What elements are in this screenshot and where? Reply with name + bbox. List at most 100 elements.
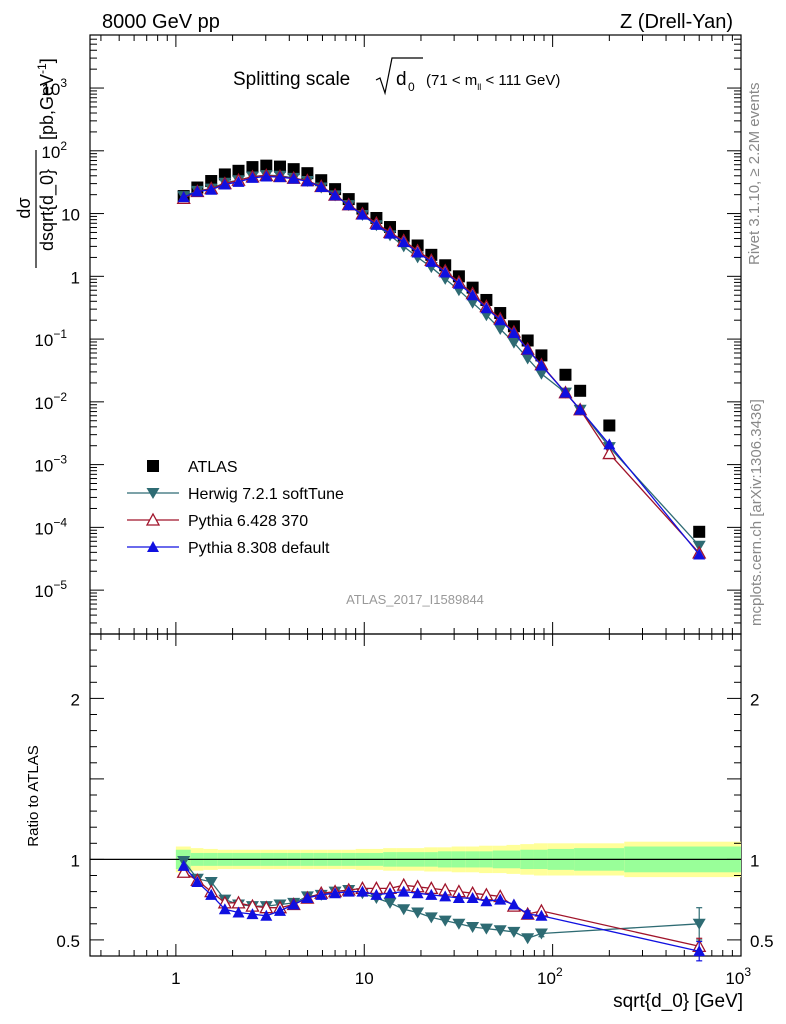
ratio-data-point xyxy=(177,859,190,871)
main-ylabel: dσ dsqrt{d_0} [pb,GeV-1] xyxy=(14,58,58,268)
y-tick-label-base: 10 xyxy=(41,143,60,162)
y-tick-label-base: 10 xyxy=(34,394,53,413)
ratio-data-point xyxy=(191,875,204,887)
ratio-data-point xyxy=(411,887,424,899)
ratio-data-point xyxy=(383,897,397,909)
sqrt-sign-icon xyxy=(375,57,423,96)
main-data-point xyxy=(218,178,231,190)
main-data-point xyxy=(356,208,369,220)
legend-label: Herwig 7.2.1 softTune xyxy=(188,486,344,503)
axis-ticks: 1 10 102 10310310210110−110−210−310−410−50.… xyxy=(34,34,774,988)
y-tick-label-exponent: −4 xyxy=(53,515,67,529)
main-data-point xyxy=(287,172,300,184)
x-tick-label-base: 10 xyxy=(355,969,374,988)
ratio-ylabel: Ratio to ATLAS xyxy=(25,745,42,846)
y-tick-label-base: 10 xyxy=(34,457,53,476)
y-tick-label: 102 xyxy=(41,139,67,162)
y-tick-label-exponent: −1 xyxy=(53,327,67,341)
ratio-data-point xyxy=(494,893,507,905)
ratio-series-line xyxy=(183,860,700,940)
legend-label: ATLAS xyxy=(188,459,238,476)
ratio-data-point xyxy=(287,898,300,910)
main-data-point xyxy=(411,246,424,258)
ratio-data-point xyxy=(356,885,369,897)
ratio-data-point xyxy=(493,925,507,937)
legend: ATLAS Herwig 7.2.1 softTune Pythia 6.428 3… xyxy=(127,459,344,557)
main-data-point xyxy=(232,175,245,187)
plot-title-subscript: 0 xyxy=(408,80,415,94)
main-data-point xyxy=(177,191,190,203)
ratio-data-point xyxy=(397,885,410,897)
ratio-data-point xyxy=(692,918,706,930)
ratio-data-point xyxy=(273,904,286,916)
plot-title-main: Splitting scale xyxy=(233,69,350,90)
ratio-data-point xyxy=(370,888,383,900)
y-tick-label-exponent: −5 xyxy=(53,578,67,592)
main-ylabel-unit-sup: -1 xyxy=(35,63,49,74)
main-data-point xyxy=(397,236,410,248)
plot-title: Splitting scale d 0 (71 < mll < 111 GeV) xyxy=(233,57,560,96)
main-data-point xyxy=(521,334,534,347)
x-tick-label-exponent: 2 xyxy=(556,965,563,979)
main-data-point xyxy=(452,277,465,289)
ratio-data-point xyxy=(232,906,245,918)
main-data-point xyxy=(493,323,507,335)
ratio-data-point xyxy=(342,885,355,897)
ratio-series-line xyxy=(183,871,700,947)
ratio-data-point xyxy=(480,895,493,907)
main-data-point xyxy=(439,266,452,278)
main-data-point xyxy=(246,161,259,174)
ratio-data-point xyxy=(397,904,411,916)
y-tick-label-exponent: 2 xyxy=(60,139,67,153)
header-left: 8000 GeV pp xyxy=(102,11,220,33)
y-tick-label-exponent: 3 xyxy=(60,76,67,90)
ratio-data-point xyxy=(466,892,479,904)
main-data-point xyxy=(329,189,342,201)
main-data-point xyxy=(370,218,383,230)
main-data-point xyxy=(534,368,548,380)
ratio-data-point xyxy=(507,898,520,910)
x-tick-label: 102 xyxy=(537,965,563,988)
ratio-data-point xyxy=(535,909,548,921)
ratio-data-point xyxy=(507,926,521,938)
main-data-point xyxy=(273,160,286,173)
ratio-data-point xyxy=(424,912,438,924)
ratio-data-point xyxy=(534,928,548,940)
x-tick-label: 10 xyxy=(355,969,374,988)
ratio-series-group xyxy=(176,856,707,962)
y-tick-label: 10 xyxy=(61,206,80,225)
ratio-y-tick-label-right: 2 xyxy=(750,690,759,709)
main-data-point xyxy=(384,227,397,239)
ratio-y-tick-label-left: 0.5 xyxy=(56,932,80,951)
ratio-y-tick-label-left: 2 xyxy=(71,690,80,709)
plot-title-range-sub: ll xyxy=(477,82,481,92)
ratio-data-point xyxy=(425,888,438,900)
y-tick-label: 10−2 xyxy=(34,390,67,413)
ratio-data-point xyxy=(205,888,218,900)
ratio-data-point xyxy=(301,892,314,904)
ratio-data-point xyxy=(246,908,259,920)
main-series-group xyxy=(176,159,707,560)
main-data-point xyxy=(425,255,438,267)
x-axis-label: sqrt{d_0} [GeV] xyxy=(613,991,743,1012)
x-tick-label-base: 10 xyxy=(725,969,744,988)
main-data-point xyxy=(507,327,520,339)
y-tick-label-base: 10 xyxy=(34,582,53,601)
main-ylabel-unit-close: ] xyxy=(37,58,57,63)
x-tick-label-base: 1 xyxy=(171,969,180,988)
main-data-point xyxy=(693,525,706,538)
legend-marker xyxy=(147,541,159,552)
legend-marker xyxy=(146,488,160,499)
main-data-point xyxy=(342,199,355,211)
rivet-label: Rivet 3.1.10, ≥ 2.2M events xyxy=(746,83,763,266)
y-tick-label: 1 xyxy=(71,268,80,287)
legend-marker xyxy=(147,460,159,472)
plot-title-range-close: < 111 GeV) xyxy=(481,72,560,89)
main-data-point xyxy=(232,164,245,177)
ratio-data-point xyxy=(260,909,273,921)
x-tick-label: 1 xyxy=(171,969,180,988)
main-data-point xyxy=(246,171,259,183)
y-tick-label: 10−4 xyxy=(34,515,67,538)
main-data-point xyxy=(287,163,300,176)
